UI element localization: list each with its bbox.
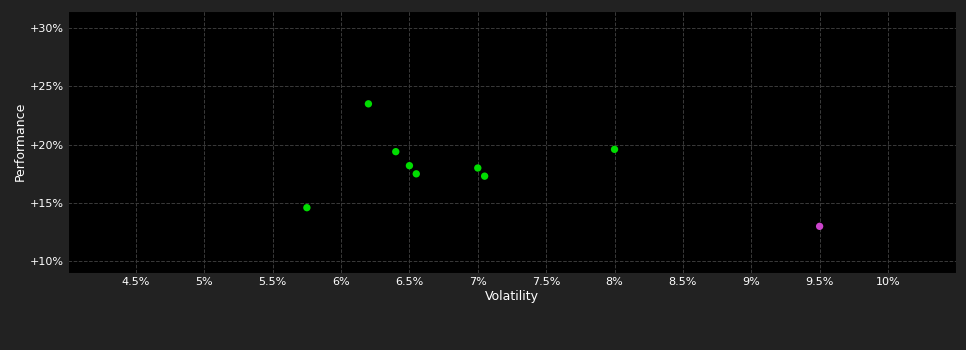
Point (607, 147, 622, 152)
X-axis label: Volatility: Volatility (485, 290, 539, 303)
Point (811, 224, 827, 229)
Point (388, 149, 404, 154)
Point (360, 101, 376, 107)
Point (470, 165, 486, 171)
Point (299, 205, 315, 210)
Point (477, 173, 493, 179)
Point (402, 163, 417, 168)
Y-axis label: Performance: Performance (14, 102, 26, 181)
Point (409, 171, 424, 177)
